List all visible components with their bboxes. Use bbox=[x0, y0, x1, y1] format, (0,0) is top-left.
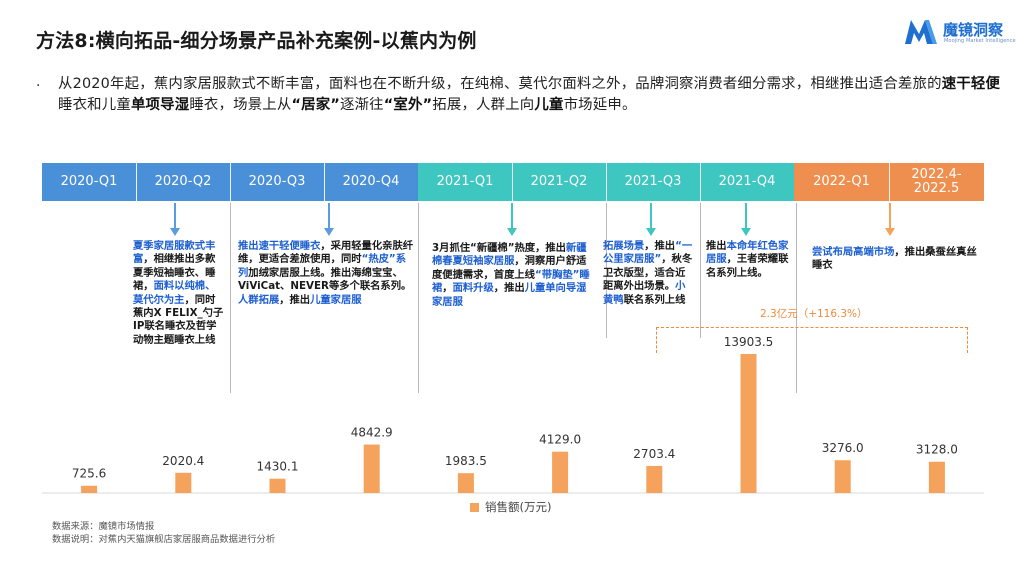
bar-2022.4-2022.5 bbox=[928, 461, 945, 493]
bullet-dot: · bbox=[36, 78, 41, 94]
data-note: 数据说明：对蕉内天猫旗舰店家居服商品数据进行分析 bbox=[52, 534, 276, 545]
bar-value-label: 13903.5 bbox=[724, 335, 774, 349]
arrow-down-icon bbox=[646, 203, 656, 236]
note-2020-q4: 推出速干轻便睡衣，采用轻量化亲肤纤维，更适合差旅使用，同时“热皮”系列加绒家居服… bbox=[238, 240, 414, 306]
bar-2021-Q1 bbox=[457, 473, 474, 493]
timeline-divider bbox=[230, 163, 231, 201]
timeline-quarter: 2022.4-2022.5 bbox=[889, 163, 984, 201]
bar-2020-Q2 bbox=[175, 472, 192, 493]
growth-bracket bbox=[656, 327, 968, 353]
timeline-divider bbox=[136, 163, 137, 201]
timeline-quarter: 2020-Q2 bbox=[136, 163, 230, 201]
note-2021-q2: 3月抓住“新疆棉”热度，推出新疆棉春夏短袖家居服，洞察用户舒适度便捷需求，首度上… bbox=[432, 242, 590, 308]
bar-value-label: 2703.4 bbox=[633, 447, 675, 461]
phase-separator bbox=[700, 203, 701, 338]
bar-value-label: 1430.1 bbox=[257, 460, 299, 474]
timeline-quarter: 2020-Q4 bbox=[324, 163, 418, 201]
timeline-quarter: 2022-Q1 bbox=[794, 163, 889, 201]
intro-paragraph: 从2020年起，蕉内家居服款式不断丰富，面料也在不断升级，在纯棉、莫代尔面料之外… bbox=[58, 76, 1001, 113]
arrow-down-icon bbox=[885, 203, 895, 236]
timeline-divider bbox=[512, 163, 513, 201]
moojing-logo-icon bbox=[905, 20, 937, 44]
phase-separator bbox=[418, 203, 419, 393]
bar-2020-Q3 bbox=[269, 478, 286, 493]
bar-value-label: 4129.0 bbox=[539, 433, 581, 447]
note-2021-q4: 推出本命年红色家居服，王者荣耀联名系列上线。 bbox=[706, 240, 789, 279]
arrow-down-icon bbox=[324, 203, 334, 236]
timeline-quarter: 2020-Q1 bbox=[42, 163, 136, 201]
bar-2020-Q1 bbox=[81, 485, 98, 493]
timeline-quarter: 2021-Q4 bbox=[700, 163, 794, 201]
arrow-down-icon bbox=[170, 203, 180, 236]
bar-2021-Q4 bbox=[740, 353, 757, 493]
timeline-divider bbox=[606, 163, 607, 201]
bar-value-label: 2020.4 bbox=[162, 454, 204, 468]
note-2021-q3: 拓展场景，推出“一公里家居服”，秋冬卫衣版型，适合近距离外出场景。小黄鸭联名系列… bbox=[603, 240, 693, 306]
legend-swatch bbox=[470, 502, 479, 512]
arrow-down-icon bbox=[741, 203, 751, 236]
logo-tagline: Moojing Market Intelligence bbox=[944, 38, 1016, 44]
timeline-divider bbox=[700, 163, 701, 201]
page-title: 方法8:横向拓品-细分场景产品补充案例-以蕉内为例 bbox=[36, 30, 477, 52]
bar-value-label: 4842.9 bbox=[351, 426, 393, 440]
bar-value-label: 3128.0 bbox=[916, 443, 958, 457]
bar-value-label: 3276.0 bbox=[822, 441, 864, 455]
bar-2021-Q2 bbox=[552, 451, 569, 493]
timeline-quarter: 2021-Q2 bbox=[512, 163, 606, 201]
arrow-down-icon bbox=[507, 203, 517, 236]
phase-separator bbox=[796, 203, 797, 393]
bar-value-label: 725.6 bbox=[72, 467, 106, 481]
chart-legend: 销售额(万元) bbox=[470, 499, 551, 515]
brand-logo: 魔镜洞察 Moojing Market Intelligence bbox=[903, 16, 1016, 50]
phase-separator bbox=[606, 203, 607, 338]
quarter-timeline: 2020-Q1 2020-Q2 2020-Q3 2020-Q4 2021-Q1 … bbox=[42, 163, 984, 201]
growth-annotation: 2.3亿元（+116.3%） bbox=[760, 308, 868, 320]
bar-value-label: 1983.5 bbox=[445, 454, 487, 468]
phase-separator bbox=[230, 203, 231, 393]
bar-2022-Q1 bbox=[834, 460, 851, 493]
timeline-quarter: 2021-Q1 bbox=[418, 163, 512, 201]
note-2020-q2: 夏季家居服款式丰富，相继推出多款夏季短袖睡衣、睡裙，面料以纯棉、莫代尔为主，同时… bbox=[133, 240, 224, 346]
timeline-divider bbox=[324, 163, 325, 201]
data-source: 数据来源：魔镜市场情报 bbox=[52, 521, 155, 532]
timeline-quarter: 2021-Q3 bbox=[606, 163, 700, 201]
logo-name: 魔镜洞察 bbox=[943, 21, 1004, 39]
legend-label: 销售额(万元) bbox=[485, 500, 552, 514]
bar-2020-Q4 bbox=[363, 444, 380, 493]
note-2022: 尝试布局高端市场，推出桑蚕丝真丝睡衣 bbox=[812, 246, 977, 272]
timeline-divider bbox=[889, 163, 890, 201]
bar-2021-Q3 bbox=[646, 465, 663, 493]
timeline-quarter: 2020-Q3 bbox=[230, 163, 324, 201]
